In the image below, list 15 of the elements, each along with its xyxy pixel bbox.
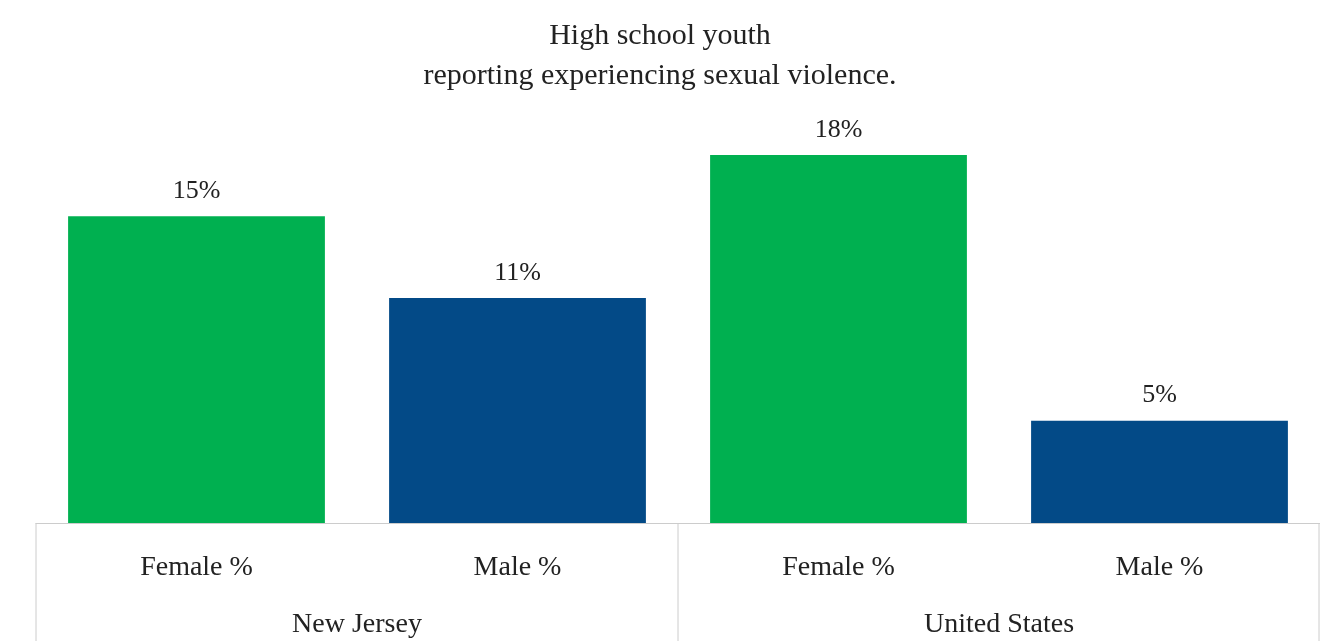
data-label: 15% <box>172 174 221 204</box>
x-tick-label: Male % <box>1115 549 1204 581</box>
bar <box>389 298 646 523</box>
text: United States <box>923 606 1075 638</box>
x-tick-label: Male % <box>473 549 562 581</box>
data-label: 5% <box>1142 379 1177 409</box>
bar <box>68 216 325 523</box>
x-tick-label: Female % <box>782 549 895 581</box>
text: New Jersey <box>292 606 422 638</box>
data-label: 11% <box>494 256 541 286</box>
x-tick-label: Female % <box>140 549 253 581</box>
bar <box>710 155 967 523</box>
data-label: 18% <box>814 113 863 143</box>
bar <box>1031 420 1288 523</box>
chart-title: High school youth reporting experiencing sexual violence. <box>423 16 897 90</box>
